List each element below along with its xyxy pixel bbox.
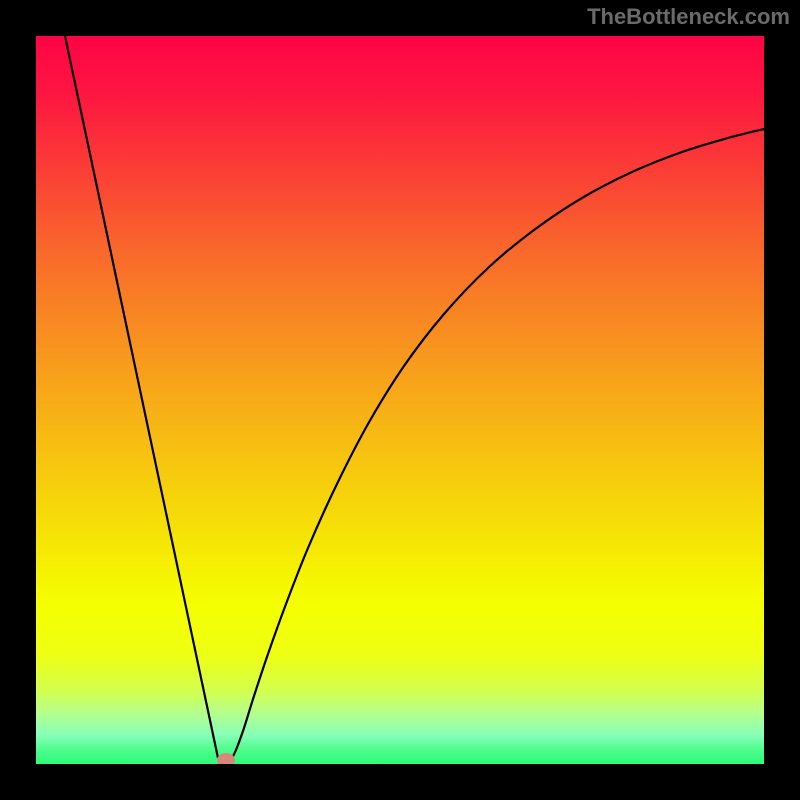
watermark-text: TheBottleneck.com [587,4,790,30]
chart-container: TheBottleneck.com [0,0,800,800]
gradient-background [36,36,764,764]
plot-area [36,36,764,764]
plot-svg [36,36,764,764]
